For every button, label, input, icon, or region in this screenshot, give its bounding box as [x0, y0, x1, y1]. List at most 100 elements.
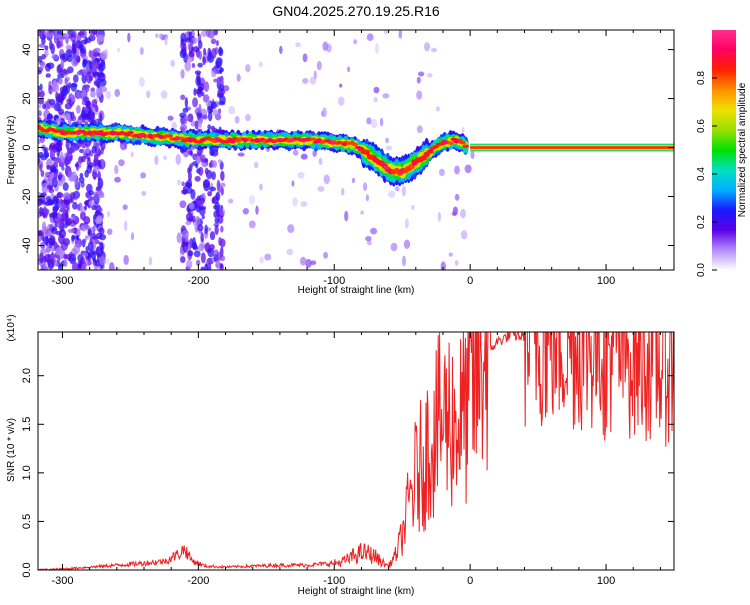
spectrogram-noise-cell	[85, 146, 90, 154]
spectrogram-noise-cell	[201, 215, 205, 220]
spectrogram-noise-cell	[55, 117, 62, 125]
spectrogram-noise-cell	[164, 35, 168, 46]
spectrogram-noise-cell	[200, 266, 206, 270]
spectrogram-noise-cell	[91, 232, 97, 240]
spectrogram-noise-cell	[214, 217, 220, 224]
spectrogram-noise-cell	[70, 94, 76, 103]
spectrogram-noise-cell	[264, 253, 272, 261]
spectrogram-noise-cell	[375, 42, 379, 54]
spectrogram-noise-cell	[58, 108, 65, 116]
spectrogram-noise-cell	[77, 253, 84, 262]
spectrogram-noise-cell	[56, 141, 63, 153]
spectrogram-noise-cell	[385, 145, 393, 151]
spectrogram-noise-cell	[158, 33, 163, 40]
spectrogram-noise-cell	[198, 103, 202, 115]
spectrogram-noise-cell	[291, 180, 295, 187]
spectrogram-noise-cell	[193, 156, 198, 161]
spectrogram-x-label: Height of straight line (km)	[298, 285, 415, 296]
spectrogram-noise-cell	[245, 64, 251, 73]
spectrogram-noise-cell	[175, 154, 182, 165]
spectrogram-noise-cell	[72, 45, 77, 53]
spectrogram-noise-cell	[81, 89, 87, 98]
spectrogram-noise-cell	[76, 140, 82, 148]
spectrogram-noise-cell	[49, 148, 54, 158]
spectrogram-noise-cell	[45, 152, 50, 158]
spectrogram-peak-cell	[341, 141, 348, 147]
spectrogram-noise-cell	[323, 174, 330, 185]
spectrogram-noise-cell	[88, 34, 96, 42]
spectrogram-noise-cell	[38, 70, 42, 75]
spectrogram-noise-cell	[207, 47, 212, 56]
spectrogram-noise-cell	[185, 187, 193, 194]
spectrogram-noise-cell	[69, 146, 74, 153]
spectrogram-noise-cell	[207, 190, 212, 197]
spectrogram-noise-cell	[98, 255, 106, 266]
spectrogram-noise-cell	[384, 30, 389, 35]
spectrogram-noise-cell	[63, 32, 70, 38]
spectrogram-noise-cell	[123, 220, 128, 232]
colorbar-tick-label: 0.0	[696, 263, 707, 277]
spectrogram-noise-cell	[48, 188, 55, 194]
spectrogram-noise-cell	[59, 208, 67, 213]
spectrogram-noise-cell	[410, 204, 415, 211]
spectrogram-noise-cell	[200, 252, 206, 264]
colorbar-tick-label: 0.6	[696, 119, 707, 133]
spectrogram-noise-cell	[99, 86, 108, 93]
y-tick-label: 0.0	[21, 562, 33, 577]
spectrogram-noise-cell	[57, 73, 65, 79]
spectrogram-ridge-cell	[423, 151, 430, 158]
spectrogram-noise-cell	[218, 101, 226, 106]
spectrogram-noise-cell	[305, 258, 312, 268]
spectrogram-peak-cell	[442, 140, 448, 145]
spectrogram-noise-cell	[188, 245, 192, 250]
spectrogram-noise-cell	[360, 210, 365, 215]
spectrogram-noise-cell	[366, 240, 372, 246]
spectrogram-noise-cell	[55, 91, 59, 101]
spectrogram-noise-cell	[97, 177, 104, 189]
spectrogram-noise-cell	[217, 159, 223, 164]
spectrogram-peak-cell	[147, 133, 153, 139]
spectrogram-noise-cell	[216, 251, 222, 261]
spectrogram-noise-cell	[371, 118, 378, 129]
spectrogram-noise-cell	[141, 190, 147, 197]
colorbar-label: Normalized spectral amplitude	[737, 82, 748, 217]
spectrogram-peak-cell	[227, 138, 234, 143]
spectrogram-noise-cell	[56, 40, 61, 49]
spectrogram-noise-cell	[56, 212, 62, 222]
spectrogram-noise-cell	[84, 36, 88, 45]
spectrogram-noise-cell	[139, 47, 144, 55]
spectrogram-noise-cell	[192, 97, 198, 108]
spectrogram-noise-cell	[49, 40, 53, 50]
spectrogram-noise-cell	[51, 54, 59, 60]
spectrogram-noise-cell	[87, 228, 92, 235]
spectrogram-peak-cell	[138, 132, 144, 138]
spectrogram-noise-cell	[253, 161, 259, 169]
spectrogram-noise-cell	[182, 107, 189, 113]
spectrogram-noise-cell	[220, 225, 224, 233]
spectrogram-noise-cell	[75, 104, 81, 114]
spectrogram-noise-cell	[287, 224, 295, 233]
spectrogram-noise-cell	[67, 82, 72, 89]
spectrogram-noise-cell	[248, 194, 255, 205]
spectrogram-noise-cell	[317, 185, 325, 192]
spectrogram-noise-cell	[38, 198, 43, 206]
spectrogram-noise-cell	[65, 217, 73, 225]
spectrogram-peak-cell	[357, 146, 363, 152]
spectrogram-noise-cell	[204, 224, 208, 235]
spectrogram-noise-cell	[228, 105, 236, 115]
spectrogram-noise-cell	[179, 49, 187, 59]
spectrogram-noise-cell	[190, 30, 195, 39]
spectrogram-peak-cell	[174, 136, 180, 141]
spectrogram-noise-cell	[38, 212, 41, 219]
spectrogram-noise-cell	[38, 151, 44, 158]
spectrogram-noise-cell	[323, 251, 329, 259]
spectrogram-noise-cell	[55, 247, 61, 255]
spectrogram-noise-cell	[84, 205, 88, 210]
spectrogram-noise-cell	[416, 90, 423, 100]
spectrogram-noise-cell	[105, 90, 112, 100]
spectrogram-noise-cell	[48, 212, 57, 219]
spectrogram-peak-cell	[372, 157, 378, 162]
x-tick-label: 100	[597, 275, 615, 287]
x-tick-label: -100	[323, 275, 345, 287]
spectrogram-noise-cell	[286, 248, 294, 256]
